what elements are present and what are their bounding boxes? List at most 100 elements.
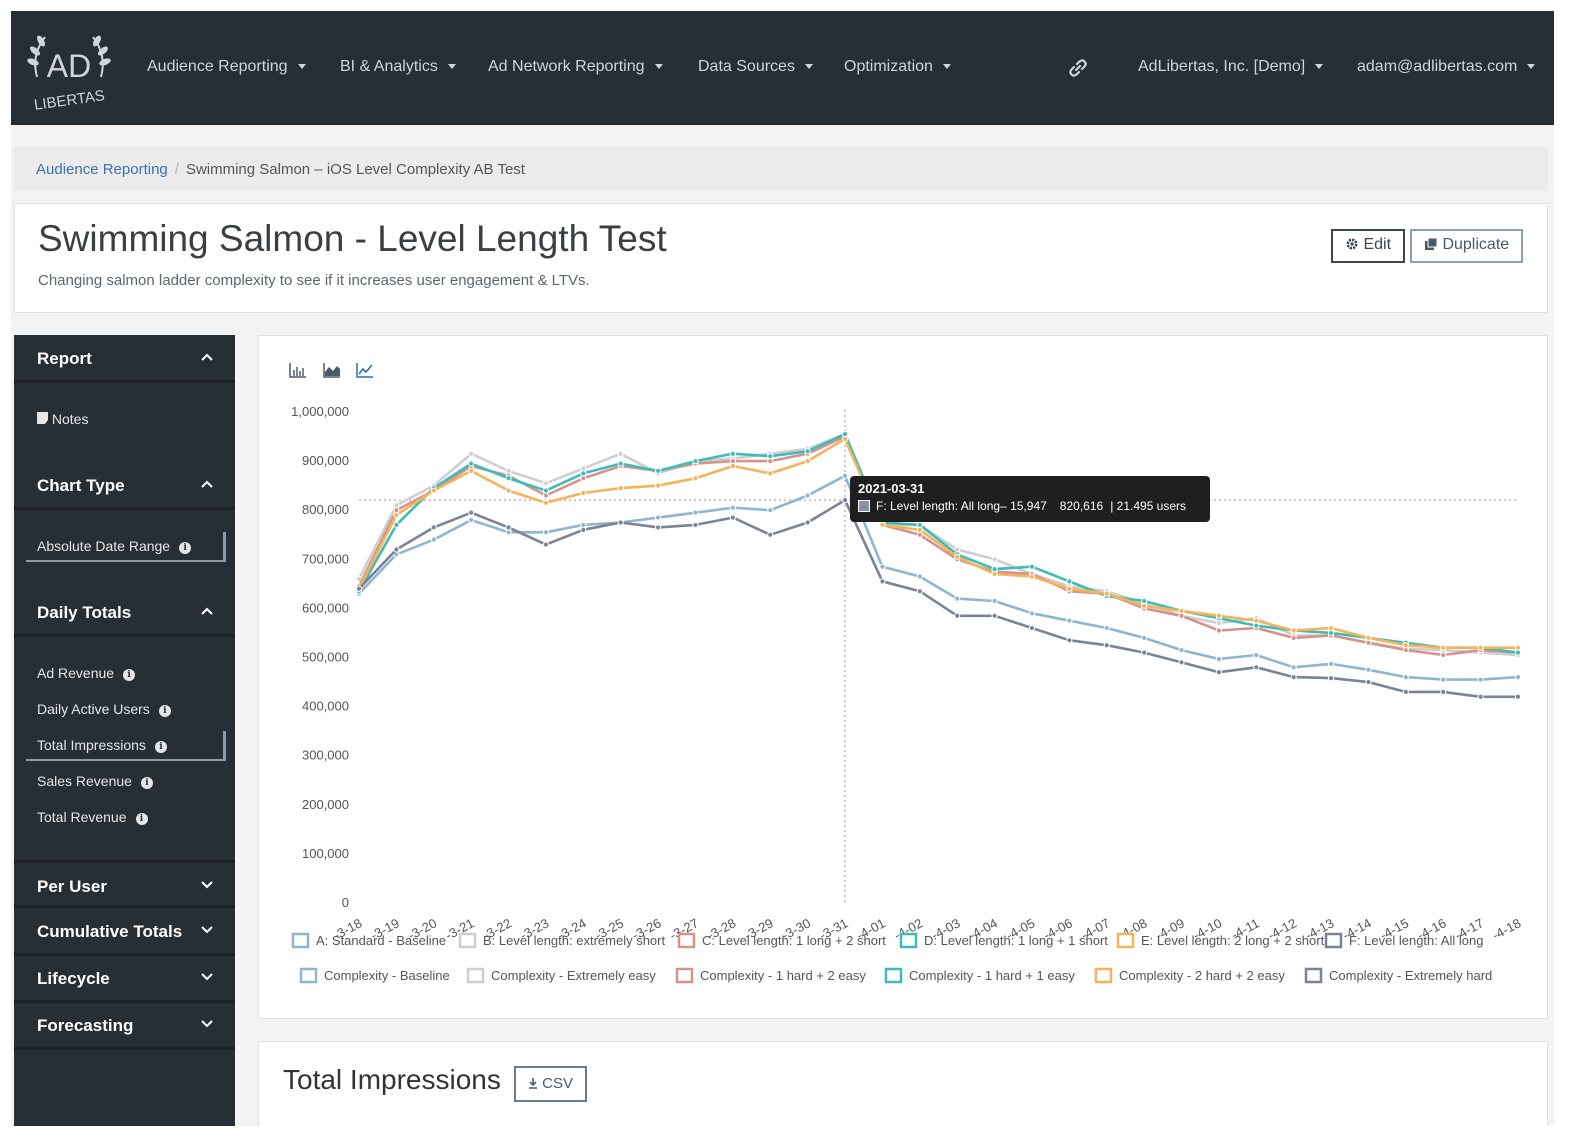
data-point[interactable] xyxy=(542,499,550,506)
data-point[interactable] xyxy=(1253,651,1260,659)
series-line[interactable] xyxy=(358,498,1518,699)
data-point[interactable] xyxy=(1215,612,1223,619)
data-point[interactable] xyxy=(468,460,475,467)
data-point[interactable] xyxy=(1477,644,1484,651)
data-point[interactable] xyxy=(767,470,774,477)
data-point[interactable] xyxy=(1253,617,1260,624)
data-point[interactable] xyxy=(692,521,699,529)
data-point[interactable] xyxy=(692,475,699,482)
data-point[interactable] xyxy=(1215,669,1223,676)
data-point[interactable] xyxy=(841,472,849,479)
info-icon[interactable]: i xyxy=(179,542,192,554)
data-point[interactable] xyxy=(468,509,475,516)
section-chart-type[interactable]: Chart Type xyxy=(14,462,235,510)
metric-total-revenue[interactable]: Total Revenue i xyxy=(37,809,148,825)
data-point[interactable] xyxy=(1028,573,1036,580)
data-point[interactable] xyxy=(1215,655,1223,663)
data-point[interactable] xyxy=(767,507,774,514)
data-point[interactable] xyxy=(1141,602,1148,610)
data-point[interactable] xyxy=(1327,675,1335,682)
data-point[interactable] xyxy=(430,487,437,494)
data-point[interactable] xyxy=(1141,649,1148,656)
data-point[interactable] xyxy=(1514,693,1522,700)
data-point[interactable] xyxy=(580,489,587,497)
line-chart[interactable]: 1,000,000 900,000 800,000 700,000 600,000 500… xyxy=(259,336,1549,1020)
data-point[interactable] xyxy=(1215,627,1223,634)
legend-item[interactable]: E: Level length: 2 long + 2 short xyxy=(1141,933,1325,948)
area-chart-icon[interactable] xyxy=(323,362,341,383)
data-point[interactable] xyxy=(580,470,587,477)
data-point[interactable] xyxy=(617,485,624,492)
data-point[interactable] xyxy=(1290,627,1297,634)
data-point[interactable] xyxy=(1178,647,1185,654)
data-point[interactable] xyxy=(1141,634,1148,641)
data-point[interactable] xyxy=(1402,674,1409,681)
data-point[interactable] xyxy=(1440,644,1447,651)
metric-ad-revenue[interactable]: Ad Revenue i xyxy=(37,665,136,681)
data-point[interactable] xyxy=(542,529,550,536)
data-point[interactable] xyxy=(692,509,699,516)
data-point[interactable] xyxy=(991,597,998,605)
info-icon[interactable]: i xyxy=(140,777,153,789)
data-point[interactable] xyxy=(393,521,400,529)
section-report[interactable]: Report xyxy=(14,335,235,383)
data-point[interactable] xyxy=(654,467,662,475)
info-icon[interactable]: i xyxy=(123,669,136,681)
data-point[interactable] xyxy=(1103,590,1110,597)
legend-item[interactable]: D: Level length: 1 long + 1 short xyxy=(924,933,1108,948)
data-point[interactable] xyxy=(542,487,550,494)
data-point[interactable] xyxy=(1178,607,1185,614)
data-point[interactable] xyxy=(1290,674,1297,681)
legend-item[interactable]: F: Level length: All long xyxy=(1349,933,1483,948)
data-point[interactable] xyxy=(505,487,512,494)
series-line[interactable] xyxy=(357,435,1519,657)
data-point[interactable] xyxy=(729,504,736,511)
nav-data-sources[interactable]: Data Sources xyxy=(698,58,813,76)
section-forecasting[interactable]: Forecasting xyxy=(14,1002,235,1050)
data-point[interactable] xyxy=(1066,585,1073,592)
data-point[interactable] xyxy=(916,526,923,533)
data-point[interactable] xyxy=(1477,693,1484,700)
data-point[interactable] xyxy=(841,496,849,504)
series-line[interactable] xyxy=(358,474,1519,681)
data-point[interactable] xyxy=(954,612,961,619)
data-point[interactable] xyxy=(729,462,736,470)
info-icon[interactable]: i xyxy=(158,705,171,717)
legend-item[interactable]: Complexity - 1 hard + 2 easy xyxy=(700,968,866,983)
data-point[interactable] xyxy=(542,541,550,548)
data-point[interactable] xyxy=(617,460,624,467)
data-point[interactable] xyxy=(1103,624,1110,632)
nav-optimization[interactable]: Optimization xyxy=(844,58,951,76)
legend-item[interactable]: A: Standard - Baseline xyxy=(316,933,446,948)
data-point[interactable] xyxy=(804,448,811,455)
section-per-user[interactable]: Per User xyxy=(14,860,235,908)
adlibertas-logo[interactable]: AD LIBERTAS xyxy=(23,25,115,114)
legend-item[interactable]: Complexity - 2 hard + 2 easy xyxy=(1119,968,1285,983)
bar-chart-icon[interactable] xyxy=(289,362,307,383)
legend-item[interactable]: C: Level length: 1 long + 2 short xyxy=(702,933,886,948)
data-point[interactable] xyxy=(1365,678,1372,686)
nav-audience-reporting[interactable]: Audience Reporting xyxy=(147,58,306,76)
data-point[interactable] xyxy=(1028,610,1036,617)
data-point[interactable] xyxy=(879,578,886,585)
data-point[interactable] xyxy=(1253,664,1260,671)
data-point[interactable] xyxy=(1327,624,1335,632)
line-chart-icon[interactable] xyxy=(356,362,374,383)
data-point[interactable] xyxy=(804,519,811,526)
data-point[interactable] xyxy=(1440,676,1447,683)
data-point[interactable] xyxy=(991,612,998,619)
org-selector[interactable]: AdLibertas, Inc. [Demo] xyxy=(1138,58,1324,76)
info-icon[interactable]: i xyxy=(154,741,167,753)
data-point[interactable] xyxy=(954,595,961,602)
data-point[interactable] xyxy=(654,524,662,531)
data-point[interactable] xyxy=(692,458,699,465)
info-icon[interactable]: i xyxy=(135,813,148,825)
data-point[interactable] xyxy=(1327,660,1335,667)
data-point[interactable] xyxy=(1066,617,1073,624)
csv-download-button[interactable]: CSV xyxy=(514,1066,588,1102)
breadcrumb-audience-reporting[interactable]: Audience Reporting xyxy=(36,161,168,178)
data-point[interactable] xyxy=(804,458,811,465)
data-point[interactable] xyxy=(430,536,437,543)
user-menu[interactable]: adam@adlibertas.com xyxy=(1357,58,1536,76)
data-point[interactable] xyxy=(1290,634,1297,641)
